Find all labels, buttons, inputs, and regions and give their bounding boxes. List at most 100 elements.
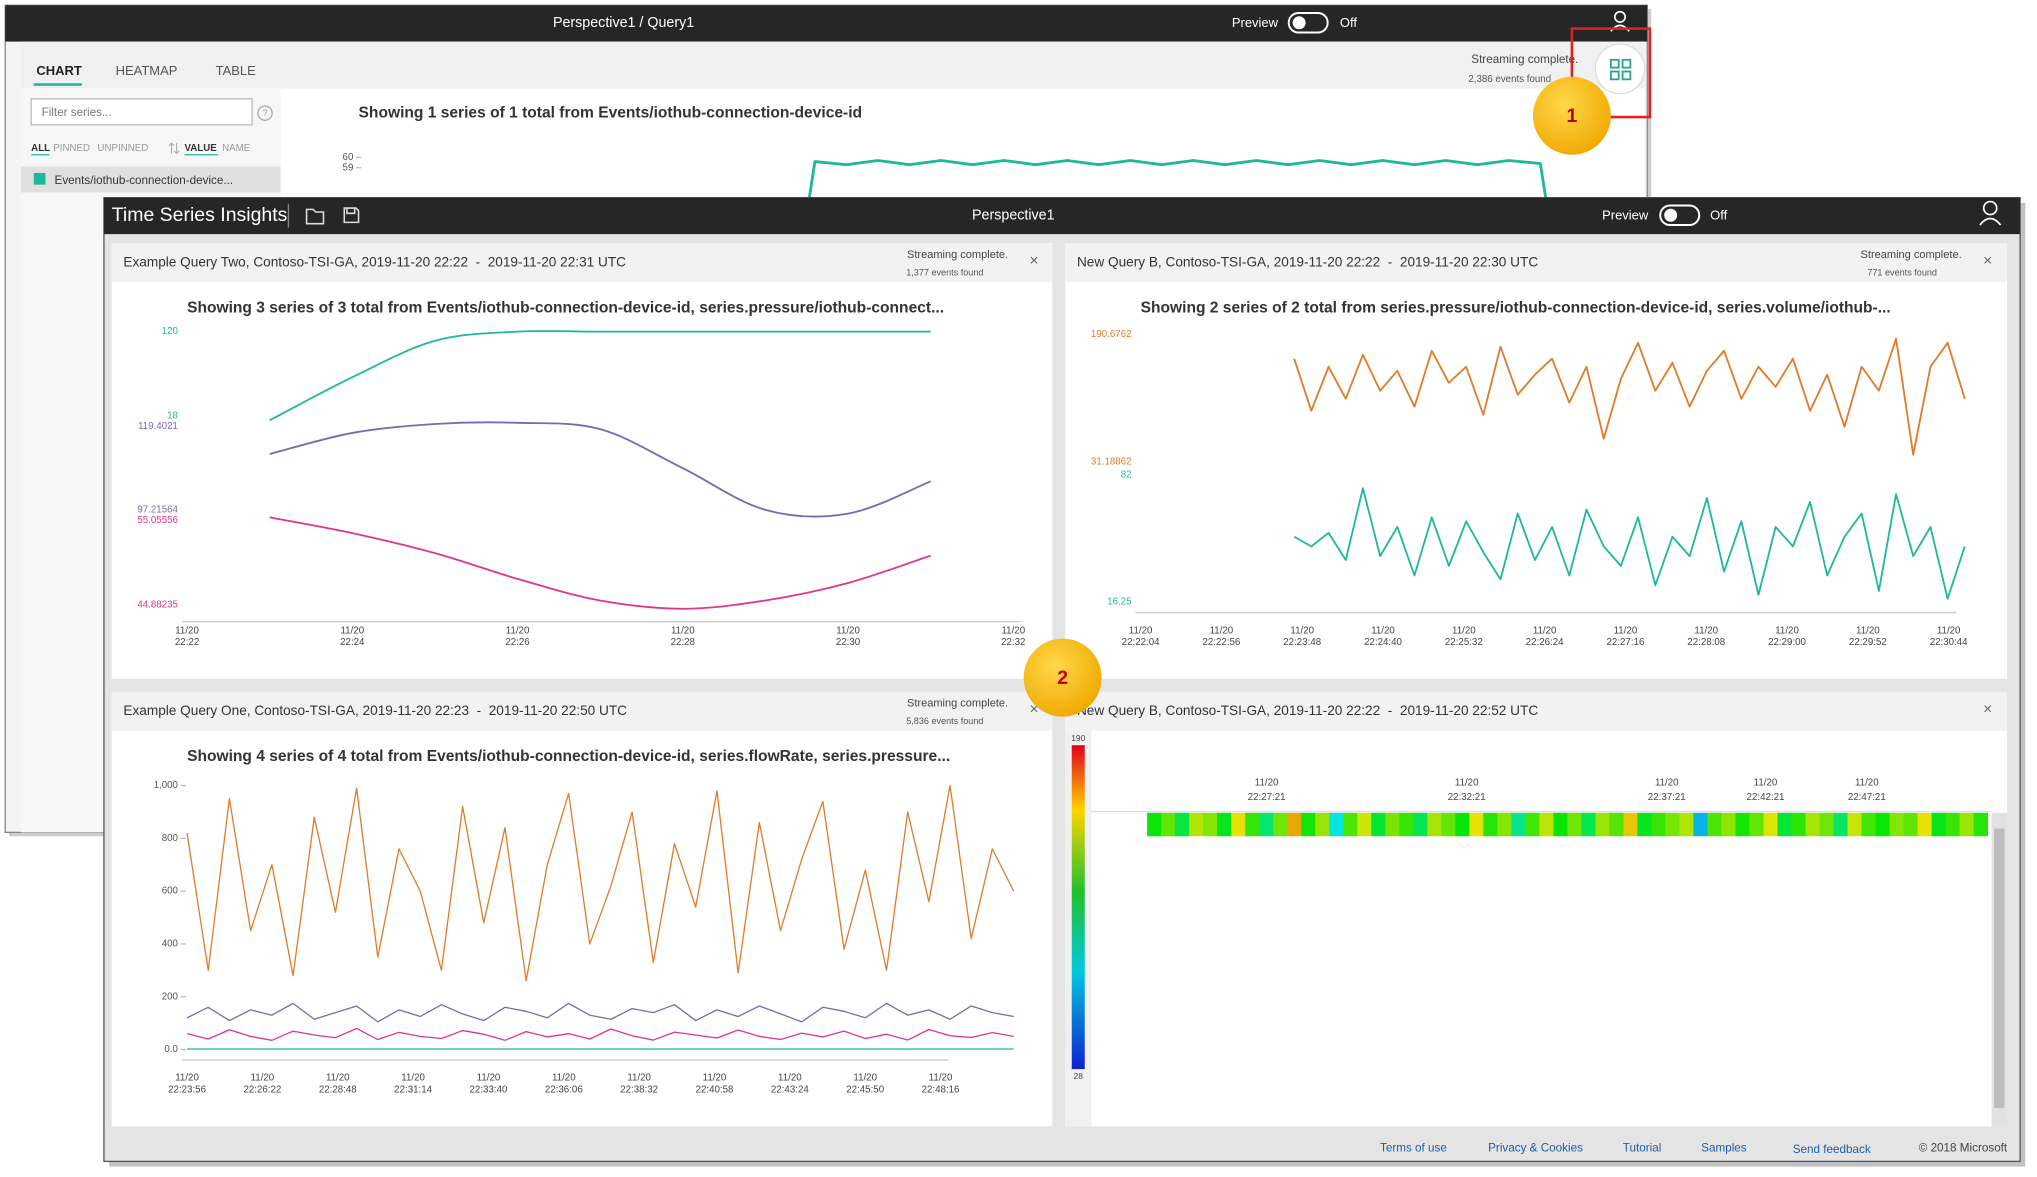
x-tick-date: 11/20 <box>1694 625 1718 636</box>
x-tick-date: 11/20 <box>506 625 530 636</box>
panel-header-text: Example Query Two, Contoso-TSI-GA, 2019-… <box>123 254 626 269</box>
filter-unpinned[interactable]: UNPINNED <box>97 143 148 154</box>
heat-cell <box>1847 812 1862 837</box>
footer-link[interactable]: Samples <box>1701 1141 1747 1154</box>
sort-name[interactable]: NAME <box>222 143 251 154</box>
callout <box>1532 76 1611 155</box>
x-tick-label: 22:38:32 <box>620 1084 658 1095</box>
y-tick-label: 400 <box>162 939 179 950</box>
x-tick-date: 11/20 <box>477 1073 501 1084</box>
toolbar <box>20 41 1645 89</box>
heat-cell <box>1147 812 1162 837</box>
heat-cell <box>1259 812 1274 837</box>
grid-icon <box>1609 58 1632 81</box>
y-tick-label: 60 <box>343 152 354 163</box>
series-line <box>1293 487 1966 600</box>
user-icon[interactable] <box>1979 200 2002 226</box>
y-tick-label: 55.05556 <box>137 515 178 526</box>
x-tick-label: 22:22:04 <box>1122 637 1160 648</box>
footer-link[interactable]: Tutorial <box>1623 1141 1662 1154</box>
toggle-knob <box>1292 16 1306 30</box>
heat-cell <box>1791 812 1806 837</box>
y-tick-label: 120 <box>162 326 179 337</box>
perspective-title: Perspective1 <box>972 208 1055 224</box>
filter-placeholder: Filter series... <box>42 106 112 119</box>
y-tick-label: 800 <box>162 833 179 844</box>
heat-cell <box>1231 812 1246 837</box>
x-tick-label: 22:26:24 <box>1526 637 1564 648</box>
close-button[interactable]: × <box>1030 701 1039 718</box>
heat-cell <box>1861 812 1876 837</box>
panel-body <box>111 691 1053 1127</box>
x-tick-label: 22:24:40 <box>1364 637 1402 648</box>
series-line <box>1293 337 1966 456</box>
x-tick-label: 22:27:21 <box>1248 792 1286 803</box>
heat-cell <box>1945 812 1961 837</box>
x-tick-date: 11/20 <box>175 1073 199 1084</box>
status: Streaming complete. <box>907 249 1008 261</box>
y-tick-label: 44.88235 <box>137 599 178 610</box>
close-button[interactable]: × <box>1030 253 1039 270</box>
heat-cell <box>1805 812 1820 837</box>
status: Streaming complete. <box>1861 249 1962 261</box>
x-tick-date: 11/20 <box>341 625 365 636</box>
x-tick-date: 11/20 <box>836 625 860 636</box>
heat-cell <box>1707 812 1722 837</box>
heat-cell <box>1315 812 1330 837</box>
series-line <box>807 159 1548 198</box>
events-count: 5,836 events found <box>906 716 983 726</box>
heat-cell <box>1735 812 1750 837</box>
heat-cell <box>1371 812 1386 837</box>
series-line <box>186 1002 1014 1023</box>
window-title: Perspective1 / Query1 <box>553 15 694 31</box>
sort-value[interactable]: VALUE <box>184 143 217 154</box>
heat-cell <box>1959 812 1975 837</box>
filter-all[interactable]: ALL <box>31 143 50 154</box>
series-line <box>269 516 931 610</box>
panel-body <box>1065 691 2008 1127</box>
heat-cell <box>1609 812 1624 837</box>
x-tick-date: 11/20 <box>703 1073 727 1084</box>
x-tick-date: 11/20 <box>671 625 695 636</box>
x-tick-date: 11/20 <box>1855 778 1879 789</box>
x-tick-label: 22:36:06 <box>545 1084 583 1095</box>
x-tick-label: 22:24 <box>340 637 365 648</box>
status: Streaming complete. <box>1471 53 1578 66</box>
x-tick-date: 11/20 <box>627 1073 651 1084</box>
open-icon[interactable] <box>305 208 325 225</box>
tab-heatmap[interactable]: HEATMAP <box>116 63 178 78</box>
save-icon[interactable] <box>343 207 360 224</box>
footer-link[interactable]: Send feedback <box>1793 1143 1871 1156</box>
help-icon[interactable] <box>257 105 273 121</box>
y-tick-label: 82 <box>1121 469 1132 480</box>
filter-pinned[interactable]: PINNED <box>53 143 90 154</box>
series-swatch <box>33 172 46 185</box>
footer-link[interactable]: Privacy & Cookies <box>1488 1141 1583 1154</box>
x-tick-date: 11/20 <box>326 1073 350 1084</box>
heat-cell <box>1553 812 1568 837</box>
tab-table[interactable]: TABLE <box>216 63 256 78</box>
preview-toggle[interactable] <box>1287 12 1329 34</box>
series-row[interactable] <box>20 166 281 193</box>
preview-toggle[interactable] <box>1659 204 1701 226</box>
heat-cell <box>1329 812 1344 837</box>
heat-cell <box>1245 812 1260 837</box>
callout-number: 1 <box>1567 105 1578 127</box>
layout-button[interactable] <box>1594 43 1646 95</box>
series-line <box>269 330 931 422</box>
preview-label: Preview <box>1602 207 1649 222</box>
close-button[interactable]: × <box>1983 701 1992 718</box>
x-tick-label: 22:28 <box>671 637 695 648</box>
series-line <box>269 421 932 518</box>
x-tick-label: 22:48:16 <box>922 1084 960 1095</box>
filter-input[interactable] <box>30 98 253 126</box>
footer-link[interactable]: Terms of use <box>1380 1141 1447 1154</box>
heat-cell <box>1567 812 1582 837</box>
panel-header-text: New Query B, Contoso-TSI-GA, 2019-11-20 … <box>1077 703 1538 718</box>
series-name: Events/iothub-connection-device... <box>55 174 234 187</box>
scroll-thumb[interactable] <box>1994 828 2005 1109</box>
tab-chart[interactable]: CHART <box>36 63 81 78</box>
close-button[interactable]: × <box>1983 253 1992 270</box>
x-tick-label: 22:23:48 <box>1283 637 1321 648</box>
